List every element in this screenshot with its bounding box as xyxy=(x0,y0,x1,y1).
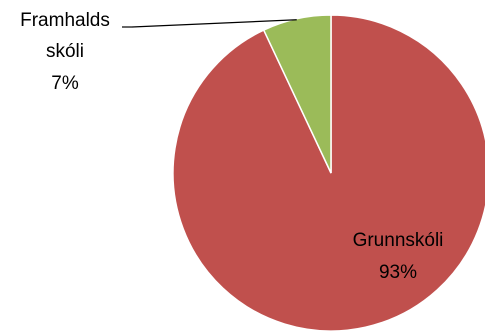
leader-line-framhalds xyxy=(131,19,297,28)
slice-label-framhalds-name-line1: Framhalds xyxy=(20,10,110,31)
pie-slices xyxy=(172,14,485,331)
slice-label-framhalds-name-line2: skóli xyxy=(46,41,84,62)
pie-slice-grunnskoli xyxy=(172,14,485,331)
slice-label-grunnskoli-name: Grunnskóli xyxy=(353,230,444,251)
slice-label-framhalds-value: 7% xyxy=(51,73,79,94)
pie-slice-framhalds xyxy=(262,14,332,174)
slice-label-grunnskoli-value: 93% xyxy=(379,262,417,283)
